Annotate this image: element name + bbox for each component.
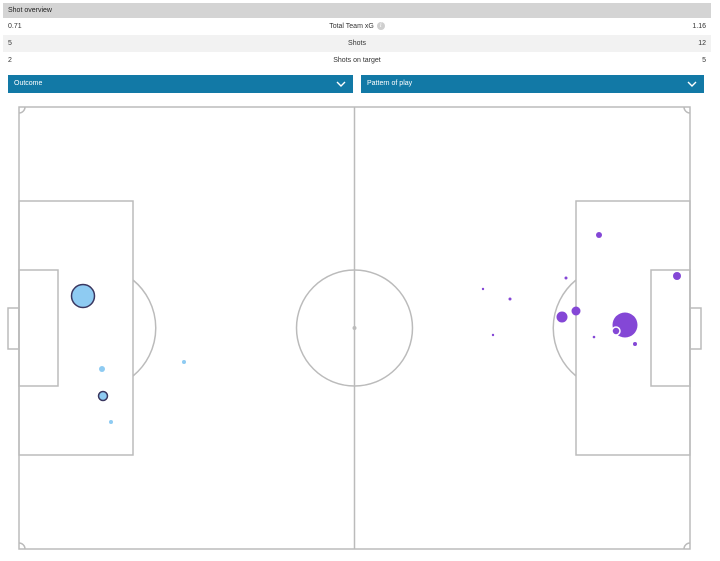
shot-marker[interactable]	[182, 360, 186, 364]
stat-row-total-xg: 0.71 Total Team xG i 1.16	[3, 18, 711, 35]
stat-label-total-xg: Total Team xG	[329, 23, 374, 30]
away-shots-layer	[481, 232, 681, 346]
info-icon[interactable]: i	[376, 22, 385, 31]
center-circle	[295, 269, 414, 387]
home-shots-on-target: 2	[8, 57, 12, 64]
stat-label-shots: Shots	[348, 40, 366, 47]
shot-map-pitch	[7, 106, 702, 550]
panel-title: Shot overview	[3, 3, 711, 18]
shot-marker[interactable]	[564, 276, 568, 280]
stat-label-shots-on-target: Shots on target	[333, 57, 381, 64]
right-goal	[689, 307, 702, 350]
shot-marker[interactable]	[70, 283, 96, 309]
corner-arc-top-right	[683, 106, 691, 114]
pattern-of-play-dropdown[interactable]: Pattern of play	[361, 75, 704, 93]
shot-marker[interactable]	[592, 335, 596, 339]
chevron-down-icon	[336, 81, 346, 87]
shot-marker[interactable]	[491, 333, 495, 337]
shot-marker[interactable]	[481, 287, 485, 291]
away-total-xg: 1.16	[692, 23, 706, 30]
outcome-dropdown-label: Outcome	[14, 80, 43, 87]
corner-arc-bottom-right	[683, 542, 691, 550]
left-goal-area	[18, 269, 59, 387]
home-total-xg: 0.71	[8, 23, 22, 30]
shot-marker[interactable]	[109, 420, 113, 424]
shot-overview-panel: Shot overview 0.71 Total Team xG i 1.16 5…	[3, 3, 711, 69]
shot-marker[interactable]	[99, 366, 105, 372]
corner-arc-bottom-left	[18, 542, 26, 550]
shot-marker[interactable]	[556, 311, 568, 323]
stat-row-shots-on-target: 2 Shots on target 5	[3, 52, 711, 69]
left-penalty-arc	[132, 279, 157, 377]
right-goal-area	[650, 269, 691, 387]
left-penalty-area	[18, 200, 134, 456]
stat-row-shots: 5 Shots 12	[3, 35, 711, 52]
shot-marker[interactable]	[611, 326, 621, 336]
right-penalty-arc	[552, 279, 577, 377]
home-shots: 5	[8, 40, 12, 47]
shot-marker[interactable]	[633, 342, 637, 346]
shot-marker[interactable]	[97, 390, 109, 402]
shot-marker[interactable]	[508, 297, 512, 301]
away-shots-on-target: 5	[702, 57, 706, 64]
chevron-down-icon	[687, 81, 697, 87]
shot-marker[interactable]	[673, 272, 681, 280]
shot-marker[interactable]	[571, 306, 581, 316]
filter-bar: Outcome Pattern of play	[8, 75, 704, 93]
home-shots-layer	[70, 283, 186, 424]
pattern-dropdown-label: Pattern of play	[367, 80, 413, 87]
center-spot	[352, 326, 357, 330]
away-shots: 12	[698, 40, 706, 47]
pitch-markings	[7, 106, 702, 550]
left-goal	[7, 307, 20, 350]
shot-marker[interactable]	[596, 232, 602, 238]
outcome-dropdown[interactable]: Outcome	[8, 75, 353, 93]
corner-arc-top-left	[18, 106, 26, 114]
